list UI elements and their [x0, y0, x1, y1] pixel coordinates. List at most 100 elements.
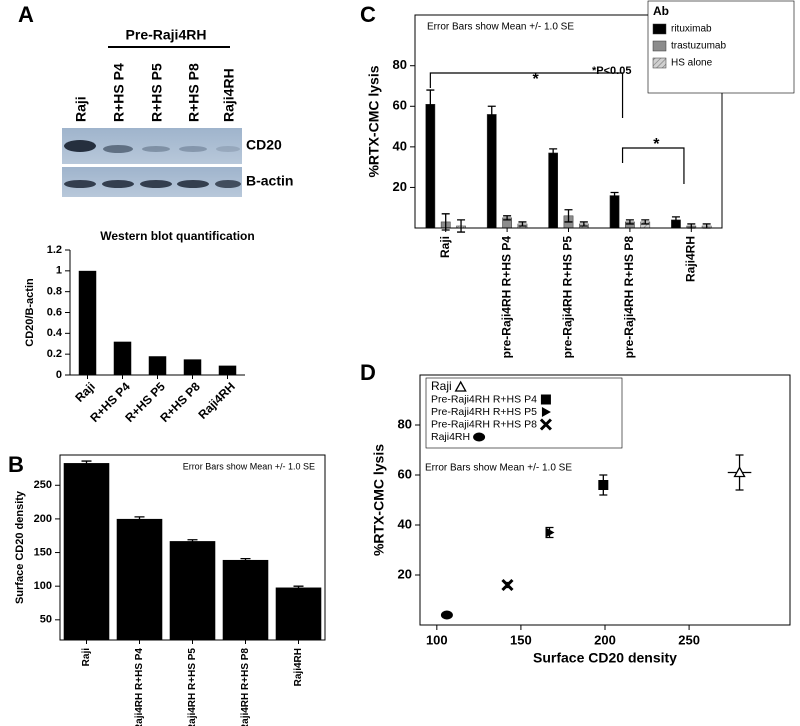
error-bar [426, 89, 435, 120]
y-tick-label: 0.6 [47, 306, 62, 318]
y-tick-label: 1.2 [47, 244, 62, 256]
row-label: B-actin [246, 173, 293, 189]
y-tick-label: 60 [393, 98, 407, 113]
error-bar [293, 585, 304, 590]
bar [169, 541, 216, 640]
y-axis-label: Surface CD20 density [14, 490, 26, 604]
x-tick-label: 250 [678, 632, 700, 647]
error-bar [81, 460, 92, 466]
marker [540, 394, 551, 405]
legend-title: Ab [653, 4, 669, 18]
x-tick-label: Raji [438, 236, 452, 258]
legend-label: Pre-Raji4RH R+HS P5 [431, 406, 537, 418]
y-tick-label: 0.2 [47, 348, 62, 360]
plot-frame [414, 14, 723, 229]
bar [218, 365, 237, 375]
panel-label: A [18, 2, 34, 27]
marker [545, 527, 555, 538]
marker [598, 480, 609, 490]
bar [78, 270, 97, 375]
band [179, 146, 207, 152]
marker [539, 418, 552, 431]
band [216, 146, 240, 152]
y-tick-label: 0 [56, 369, 62, 381]
x-tick-label: 150 [510, 632, 532, 647]
error-bar [441, 213, 450, 231]
x-tick-label: pre-Raji4RH R+HS P5 [187, 648, 198, 726]
error-bar [564, 209, 573, 223]
error-bar [671, 216, 680, 224]
x-tick-label: pre-Raji4RH R+HS P4 [499, 236, 513, 359]
x-axis-label: Surface CD20 density [533, 650, 677, 666]
x-tick-label: 200 [594, 632, 616, 647]
band [64, 140, 96, 152]
legend-label: Raji4RH [431, 431, 470, 443]
x-tick-label: pre-Raji4RH R+HS P8 [240, 648, 251, 726]
bar [275, 587, 322, 640]
error-bar [187, 539, 198, 544]
y-tick-label: 20 [393, 179, 407, 194]
band [177, 180, 209, 188]
band [140, 180, 172, 188]
error-bar [240, 557, 251, 562]
lane-label: R+HS P4 [111, 63, 127, 122]
error-bar [610, 191, 619, 200]
panel-label: C [360, 2, 376, 27]
note: Error Bars show Mean +/- 1.0 SE [425, 463, 572, 474]
annotation: * [532, 71, 539, 88]
annotation: *P<0.05 [592, 65, 631, 77]
y-axis-label: %RTX-CMC lysis [366, 65, 382, 177]
error-bar [134, 516, 145, 522]
row-label: CD20 [246, 137, 282, 153]
y-tick-label: 150 [34, 546, 52, 558]
y-tick-label: 20 [398, 566, 412, 581]
y-tick-label: 80 [393, 57, 407, 72]
legend-label: HS alone [671, 58, 713, 69]
x-tick-label: 100 [426, 632, 448, 647]
bar [63, 463, 110, 640]
legend-swatch [652, 23, 667, 35]
bar [148, 356, 167, 375]
band [215, 180, 241, 188]
note: Error Bars show Mean +/- 1.0 SE [183, 461, 315, 471]
lane-label: R+HS P8 [186, 63, 202, 122]
y-tick-label: 250 [34, 479, 52, 491]
bar [183, 359, 202, 375]
marker [473, 432, 486, 442]
significance-bracket [621, 147, 685, 184]
x-tick-label: pre-Raji4RH R+HS P5 [561, 236, 575, 359]
y-tick-label: 1 [56, 265, 62, 277]
x-tick-label: pre-Raji4RH R+HS P8 [622, 236, 636, 359]
legend-label: trastuzumab [671, 41, 726, 52]
y-tick-label: 100 [34, 580, 52, 592]
legend-swatch [652, 40, 667, 52]
y-tick-label: 60 [398, 466, 412, 481]
lane-label: R+HS P5 [149, 63, 165, 122]
y-tick-label: 40 [393, 138, 407, 153]
y-tick-label: 40 [398, 516, 412, 531]
legend-swatch [652, 57, 667, 69]
panel-label: D [360, 360, 376, 385]
marker [440, 610, 453, 620]
error-bar [487, 105, 496, 124]
x-tick-label: Raji [72, 379, 97, 404]
significance-bracket [429, 72, 624, 118]
band [102, 180, 134, 188]
bar [116, 518, 163, 640]
error-bar [579, 221, 588, 227]
lane-label: Raji [73, 96, 89, 122]
marker [501, 578, 514, 592]
y-tick-label: 50 [40, 614, 52, 626]
error-bar [503, 215, 512, 221]
error-bar [549, 148, 558, 158]
error-bar [457, 219, 466, 233]
x-tick-label: Raji4RH [195, 379, 237, 421]
lane-label: Raji4RH [221, 68, 237, 122]
annotation: * [653, 136, 660, 153]
y-axis-label: %RTX-CMC lysis [371, 444, 387, 556]
legend-label: Raji [431, 379, 452, 393]
x-tick-label: Raji4RH [293, 648, 304, 686]
legend-box [647, 0, 795, 94]
band [64, 180, 96, 188]
